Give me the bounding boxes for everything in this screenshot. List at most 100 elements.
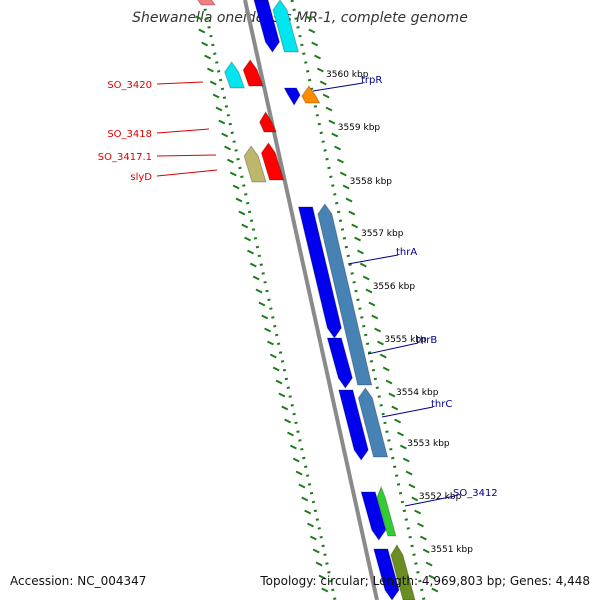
accession-text: Accession: NC_004347	[10, 574, 147, 588]
outer-left-tick	[221, 132, 229, 138]
gene-block[interactable]	[297, 206, 342, 339]
gene-block[interactable]	[376, 485, 397, 537]
outer-left-tick	[301, 496, 309, 502]
right-leader-line	[404, 495, 456, 507]
right-gene-label[interactable]: SO_3412	[453, 488, 498, 499]
gene-block[interactable]	[360, 491, 387, 541]
gene-block[interactable]	[259, 111, 277, 133]
outer-right-tick	[348, 210, 356, 216]
outer-left-tick	[209, 80, 217, 86]
gene-block[interactable]	[357, 387, 389, 458]
gene-block[interactable]	[253, 0, 280, 53]
outer-left-tick	[304, 509, 312, 515]
outer-right-tick	[328, 119, 336, 125]
gene-block[interactable]	[243, 145, 267, 183]
left-gene-label[interactable]: SO_3420	[107, 80, 152, 91]
outer-left-tick	[215, 106, 223, 112]
outer-left-tick	[269, 353, 277, 359]
outer-left-tick	[287, 431, 294, 437]
outer-right-tick	[399, 444, 407, 450]
outer-left-tick	[252, 275, 260, 281]
kbp-tick-label: 3554 kbp	[396, 388, 439, 398]
outer-left-tick	[198, 28, 206, 34]
outer-right-tick	[388, 392, 396, 398]
outer-right-tick	[319, 80, 327, 86]
outer-right-tick	[382, 366, 390, 372]
right-leader-line	[347, 254, 399, 265]
map-title: Shewanella oneidensis MR-1, complete gen…	[132, 10, 468, 26]
outer-right-tick	[379, 353, 387, 359]
outer-left-tick	[238, 210, 246, 216]
outer-right-tick	[391, 405, 399, 411]
outer-left-tick	[284, 418, 292, 424]
outer-left-tick	[289, 444, 297, 450]
outer-right-tick	[325, 106, 333, 112]
right-gene-label[interactable]: thrC	[431, 399, 452, 410]
outer-right-tick	[405, 470, 413, 476]
kbp-tick-label: 3552 kbp	[419, 492, 462, 502]
outer-right-tick	[314, 54, 321, 60]
outer-right-tick	[428, 574, 436, 580]
right-leader-line	[312, 82, 364, 92]
outer-right-tick	[362, 275, 370, 281]
outer-left-tick	[307, 522, 314, 528]
outer-left-tick	[258, 301, 266, 307]
outer-left-tick	[212, 93, 220, 99]
outer-right-tick	[311, 41, 319, 47]
gene-block[interactable]	[272, 0, 300, 53]
kbp-tick-label: 3557 kbp	[361, 229, 404, 239]
outer-right-tick	[385, 379, 393, 385]
outer-left-tick	[241, 223, 249, 229]
outer-left-tick	[298, 483, 306, 489]
gene-block[interactable]	[390, 544, 416, 600]
outer-right-tick	[431, 587, 439, 593]
gene-block[interactable]	[317, 203, 373, 386]
left-leader-line	[156, 128, 210, 134]
outer-right-tick	[414, 509, 422, 515]
outer-right-tick	[411, 496, 419, 502]
right-tick-rail	[290, 0, 426, 600]
outer-left-tick	[206, 67, 214, 73]
outer-right-tick	[356, 249, 364, 255]
outer-right-tick	[371, 314, 379, 320]
backbone-line	[243, 0, 379, 600]
outer-left-tick	[204, 54, 211, 60]
gene-block[interactable]	[283, 87, 301, 106]
gene-block[interactable]	[326, 337, 353, 389]
gene-block[interactable]	[224, 61, 246, 89]
left-gene-label[interactable]: SO_3418	[107, 129, 152, 140]
left-gene-label[interactable]: SO_3417.1	[98, 152, 152, 163]
left-gene-label[interactable]: slyD	[130, 172, 152, 183]
outer-right-tick	[425, 561, 433, 567]
left-leader-line	[156, 169, 218, 177]
gene-block[interactable]	[242, 59, 264, 87]
outer-left-tick	[309, 535, 317, 541]
outer-left-tick	[278, 392, 286, 398]
right-gene-label[interactable]: thrB	[416, 335, 437, 346]
right-gene-label[interactable]: thrA	[396, 247, 417, 258]
kbp-tick-label: 3559 kbp	[338, 123, 381, 133]
outer-left-tick	[201, 41, 209, 47]
kbp-tick-label: 3551 kbp	[431, 545, 474, 555]
outer-left-tick	[235, 197, 243, 203]
gene-block[interactable]	[197, 0, 217, 6]
right-gene-label[interactable]: trpR	[361, 75, 382, 86]
outer-right-tick	[339, 171, 347, 177]
outer-right-tick	[334, 145, 342, 151]
outer-left-tick	[224, 145, 232, 151]
outer-left-tick	[275, 379, 283, 385]
gene-block[interactable]	[338, 389, 369, 461]
outer-left-tick	[246, 249, 254, 255]
outer-right-tick	[345, 197, 353, 203]
outer-left-tick	[318, 574, 326, 580]
gene-block[interactable]	[373, 548, 400, 600]
outer-right-tick	[417, 522, 424, 528]
outer-left-tick	[312, 548, 320, 554]
gene-block[interactable]	[260, 142, 285, 181]
outer-right-tick	[316, 67, 324, 73]
outer-left-tick	[261, 314, 269, 320]
outer-left-tick	[232, 184, 240, 190]
gene-block[interactable]	[301, 85, 321, 104]
outer-left-tick	[229, 171, 237, 177]
